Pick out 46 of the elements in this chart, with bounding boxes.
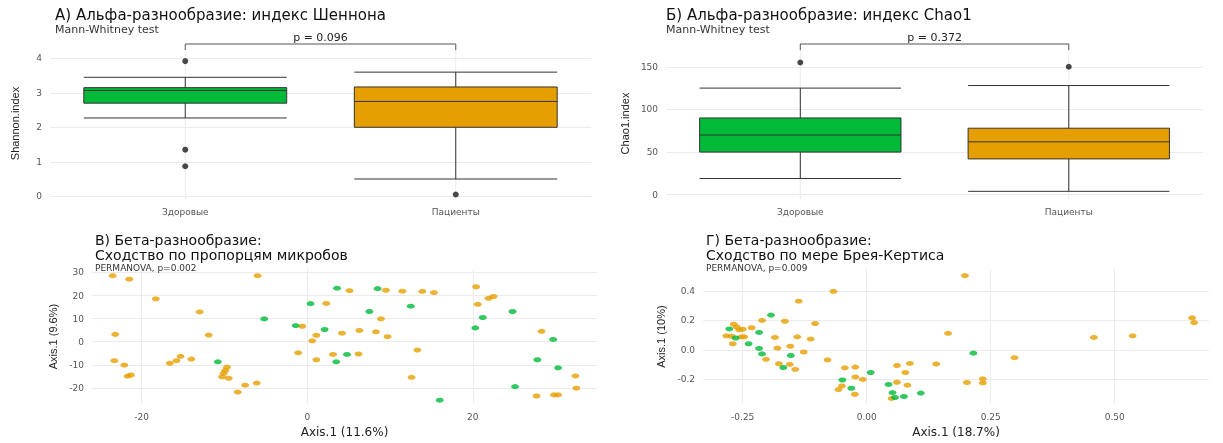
chart-title: В) Бета-разнообразие: Сходство по пропорцям микробов [95, 231, 348, 263]
y-tick-label: -10 [69, 359, 85, 370]
x-tick-label: Здоровые [161, 206, 210, 217]
y-axis-title: Axis.1 (9.6%) [46, 303, 59, 370]
y-tick-label: 0 [78, 336, 85, 347]
chart-title: Б) Альфа-разнообразие: индекс Chao1 [666, 6, 972, 24]
y-tick-label: 30 [72, 267, 85, 278]
y-tick-label: 20 [72, 290, 85, 301]
chart-subtitle: PERMANOVA, p=0.009 [706, 262, 808, 273]
y-tick-label: 1 [36, 156, 42, 167]
y-axis-title: Axis.1 (10%) [655, 305, 668, 368]
y-tick-label: 2 [36, 122, 42, 133]
x-tick-label: 0.00 [856, 411, 877, 422]
x-tick-label: 20 [467, 411, 479, 422]
y-tick-label: 10 [72, 313, 85, 324]
text: p = 0.096 [293, 31, 348, 44]
y-tick-label: 0 [36, 191, 43, 202]
chart-subtitle: Mann-Whitney test [55, 23, 160, 36]
y-tick-label: 150 [640, 61, 659, 72]
y-tick-label: 0.2 [680, 315, 695, 326]
x-tick-label: 0.50 [1104, 411, 1126, 422]
chart-subtitle: Mann-Whitney test [666, 23, 771, 36]
y-tick-label: 0.0 [680, 344, 696, 355]
text: p = 0.372 [907, 31, 962, 44]
y-tick-label: -0.2 [677, 374, 695, 385]
y-axis-title: Shannon.index [8, 86, 21, 161]
chart-subtitle: PERMANOVA, p=0.002 [95, 262, 197, 273]
y-tick-label: 50 [646, 147, 659, 158]
x-tick-label: 0 [304, 411, 311, 422]
x-axis-title: Axis.1 (18.7%) [912, 425, 1000, 439]
x-axis-title: Axis.1 (11.6%) [300, 425, 389, 439]
y-tick-label: -20 [69, 382, 85, 393]
x-tick-label: -0.25 [731, 411, 755, 422]
chart-title: Г) Бета-разнообразие: Сходство по мере Брея-Кертиса [706, 231, 945, 263]
x-tick-label: Здоровые [776, 206, 825, 217]
y-tick-label: 100 [640, 104, 659, 115]
x-tick-label: -20 [134, 411, 150, 422]
y-axis-title: Chao1.index [618, 92, 631, 155]
chart-title: А) Альфа-разнообразие: индекс Шеннона [55, 6, 386, 24]
y-tick-label: 0.4 [680, 286, 696, 297]
y-tick-label: 0 [652, 189, 659, 200]
y-tick-label: 3 [36, 87, 42, 98]
y-tick-label: 4 [36, 53, 43, 64]
x-tick-label: 0.25 [980, 411, 1001, 422]
x-tick-label: Пациенты [431, 206, 480, 217]
x-tick-label: Пациенты [1044, 206, 1093, 217]
